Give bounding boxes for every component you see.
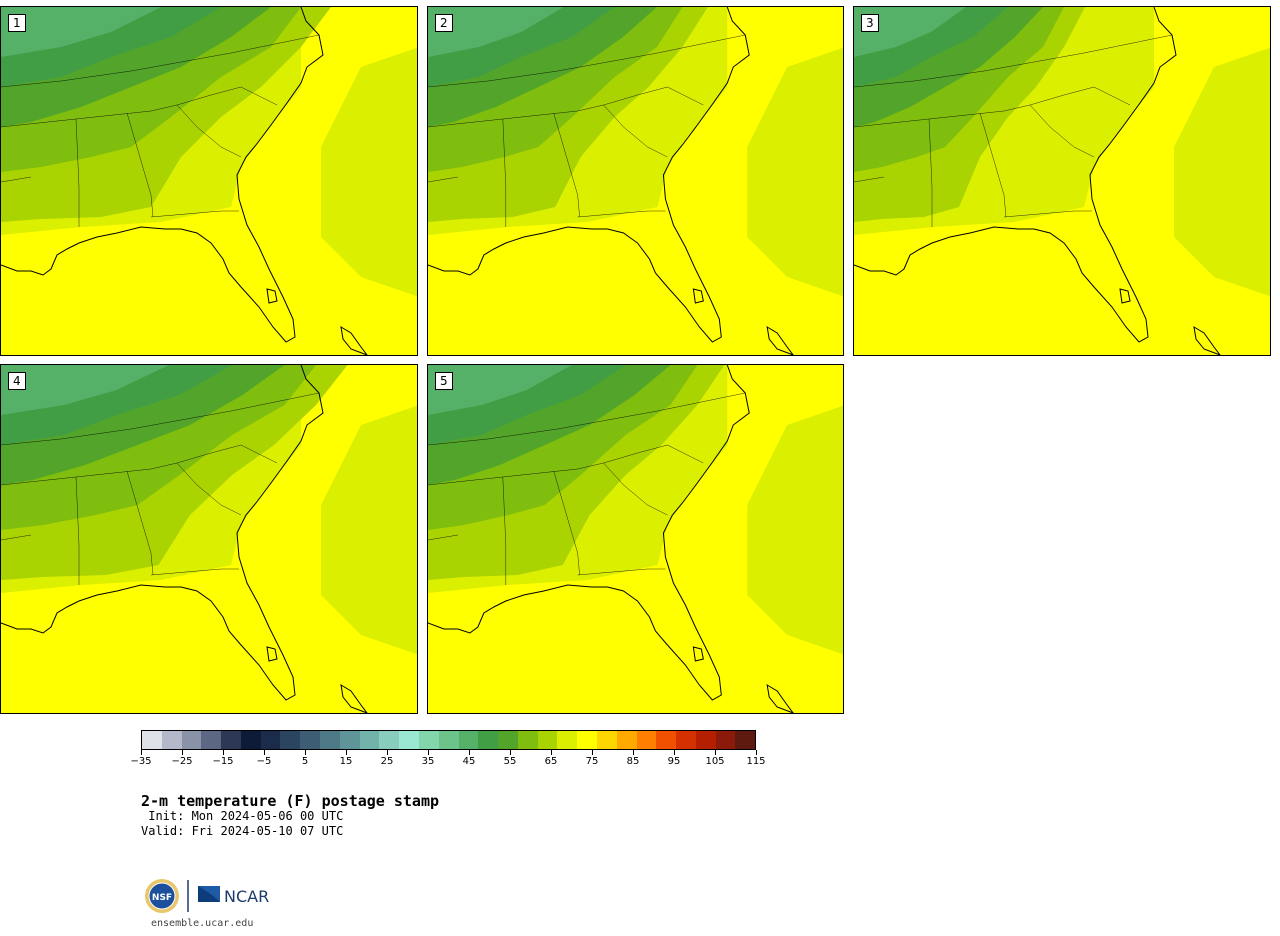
chart-title: 2-m temperature (F) postage stamp [141,792,440,810]
colorbar-cell [458,731,479,749]
map-panel-1: 1 [0,6,418,356]
colorbar-tick [264,750,265,755]
colorbar-cell [300,731,321,749]
map-panel-3: 3 [853,6,1271,356]
colorbar-tick [469,750,470,755]
colorbar-tick [510,750,511,755]
colorbar-tick [305,750,306,755]
map-4 [1,365,417,713]
colorbar-tick-label: 5 [301,756,309,767]
temperature-colorbar [141,730,756,750]
colorbar-tick [756,750,757,755]
map-5 [428,365,843,713]
nsf-logo-text: NSF [152,893,172,903]
site-url: ensemble.ucar.edu [151,918,254,929]
colorbar-cell [695,731,716,749]
colorbar-cell [142,731,162,749]
colorbar-tick [182,750,183,755]
init-time: Init: Mon 2024-05-06 00 UTC [141,809,344,823]
colorbar-cell [320,731,340,749]
colorbar-cell [616,731,637,749]
colorbar-tick-label: 105 [705,756,725,767]
colorbar-tick-label: 65 [544,756,558,767]
colorbar-cell [201,731,222,749]
colorbar-cell [715,731,736,749]
colorbar-tick-label: −15 [212,756,234,767]
colorbar-tick [346,750,347,755]
colorbar-ticks: −35 −25 −15 −5 5 15 25 35 45 55 65 75 85 95 105 115 [130,750,766,774]
colorbar-tick-label: 55 [503,756,517,767]
colorbar-tick [551,750,552,755]
sponsor-logos: NSF NCAR [144,876,274,916]
colorbar-cell [359,731,380,749]
colorbar-tick [223,750,224,755]
panel-number-4: 4 [8,372,26,390]
colorbar-tick-label: 15 [339,756,353,767]
colorbar-tick [428,750,429,755]
map-3 [854,7,1270,355]
colorbar-tick-label: 45 [462,756,476,767]
colorbar-cell [498,731,518,749]
map-panel-4: 4 [0,364,418,714]
colorbar-cell [557,731,578,749]
colorbar-cell [399,731,419,749]
colorbar-cell [379,731,400,749]
map-2 [428,7,843,355]
colorbar-tick [633,750,634,755]
colorbar-tick-label: −35 [130,756,152,767]
colorbar-cell [656,731,677,749]
colorbar-tick-label: 95 [667,756,681,767]
colorbar-tick [592,750,593,755]
colorbar-cell [260,731,281,749]
colorbar-cell [596,731,617,749]
panel-number-1: 1 [8,14,26,32]
colorbar-tick [387,750,388,755]
ncar-logo: NCAR [198,886,269,906]
panel-number-2: 2 [435,14,453,32]
colorbar-cell [537,731,558,749]
colorbar-tick-label: 25 [380,756,394,767]
map-1 [1,7,417,355]
colorbar-cell [181,731,202,749]
colorbar-tick-label: 115 [746,756,766,767]
colorbar-cell [438,731,459,749]
colorbar-cell [735,731,756,749]
colorbar-tick-label: −25 [171,756,193,767]
colorbar-tick-label: −5 [256,756,272,767]
colorbar-cell [676,731,696,749]
colorbar-cell [161,731,182,749]
colorbar-tick-label: 75 [585,756,599,767]
colorbar-tick-label: 85 [626,756,640,767]
panel-number-3: 3 [861,14,879,32]
colorbar-cell [221,731,241,749]
colorbar-cell [478,731,499,749]
colorbar-cell [240,731,261,749]
colorbar-cell [418,731,439,749]
map-panel-2: 2 [427,6,844,356]
colorbar-tick [141,750,142,755]
map-panel-5: 5 [427,364,844,714]
colorbar-cell [636,731,657,749]
colorbar-tick-label: 35 [421,756,435,767]
colorbar-cell [517,731,538,749]
colorbar-tick [674,750,675,755]
nsf-logo: NSF [145,879,179,913]
ncar-logo-text: NCAR [224,887,269,906]
colorbar-cell [577,731,597,749]
colorbar-cell [339,731,360,749]
valid-time: Valid: Fri 2024-05-10 07 UTC [141,824,344,838]
colorbar-tick [715,750,716,755]
colorbar-cell [280,731,301,749]
panel-number-5: 5 [435,372,453,390]
